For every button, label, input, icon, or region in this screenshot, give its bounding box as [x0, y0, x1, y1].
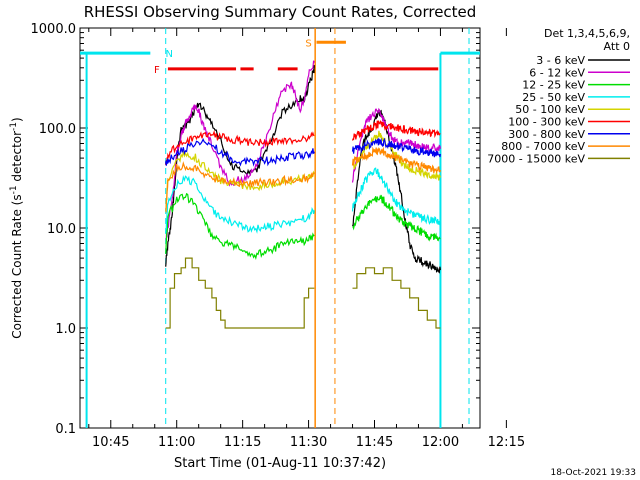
y-tick-label: 1000.0	[31, 22, 77, 37]
legend-label: 6 - 12 keV	[529, 66, 585, 79]
y-axis-label-part2: detector	[10, 131, 24, 186]
x-axis-label: Start Time (01-Aug-11 10:37:42)	[174, 456, 386, 471]
y-axis-label: Corrected Count Rate (s-1 detector-1)	[9, 117, 24, 338]
series-line	[165, 174, 315, 234]
legend-header-line2: Att 0	[604, 40, 630, 53]
series-line	[165, 60, 315, 242]
legend-label: 25 - 50 keV	[522, 91, 585, 104]
series-line	[165, 65, 315, 267]
series-line	[165, 137, 315, 167]
footer-timestamp: 18-Oct-2021 19:33	[551, 468, 636, 478]
flag-letter-f: F	[154, 65, 160, 76]
plot-inner	[80, 28, 480, 428]
y-tick-label: 10.0	[47, 222, 76, 237]
flag-letter-s: S	[305, 38, 311, 49]
series-line	[165, 150, 315, 211]
x-tick-label: 11:30	[290, 435, 327, 450]
series-line	[165, 161, 315, 213]
y-axis-label-sup2: -1	[9, 122, 19, 131]
series-line	[165, 192, 315, 260]
x-tick-label: 11:45	[356, 435, 393, 450]
series-line-after-gap	[351, 109, 441, 274]
legend-label: 300 - 800 keV	[508, 128, 585, 141]
series-line-after-gap	[351, 119, 441, 141]
series-line-after-gap	[352, 267, 441, 329]
legend-label: 7000 - 15000 keV	[487, 152, 585, 165]
series-line-after-gap	[351, 137, 441, 158]
y-axis-label-part1: Corrected Count Rate (s	[10, 194, 24, 338]
x-tick-label: 11:15	[224, 435, 261, 450]
legend-label: 100 - 300 keV	[508, 116, 585, 129]
legend-label: 3 - 6 keV	[536, 54, 585, 67]
x-tick-label: 12:00	[422, 435, 459, 450]
series-line-after-gap	[352, 194, 441, 242]
x-tick-label: 10:45	[92, 435, 129, 450]
series-line-after-gap	[351, 146, 441, 174]
y-axis-label-sup1: -1	[9, 185, 19, 194]
series-line-after-gap	[351, 167, 441, 226]
y-tick-label: 100.0	[39, 122, 76, 137]
legend-header-line1: Det 1,3,4,5,6,9,	[544, 27, 630, 40]
series-line-after-gap	[351, 107, 441, 183]
x-tick-label: 12:15	[488, 435, 525, 450]
series-line	[165, 129, 315, 166]
series-line	[165, 257, 315, 329]
flag-letter-n: N	[165, 49, 172, 60]
legend-label: 800 - 7000 keV	[501, 140, 585, 153]
y-tick-label: 0.1	[55, 422, 76, 437]
plot-frame	[79, 27, 481, 429]
y-tick-label: 1.0	[55, 322, 76, 337]
legend-label: 12 - 25 keV	[522, 79, 585, 92]
legend-label: 50 - 100 keV	[515, 103, 585, 116]
chart-title: RHESSI Observing Summary Count Rates, Co…	[84, 3, 477, 21]
y-axis-label-part3: )	[10, 117, 24, 122]
plot-area: 1000.0 100.0 10.0 1.0 0.1 10:45 11:00 11:15 11:3…	[31, 22, 526, 450]
x-tick-label: 11:00	[158, 435, 195, 450]
